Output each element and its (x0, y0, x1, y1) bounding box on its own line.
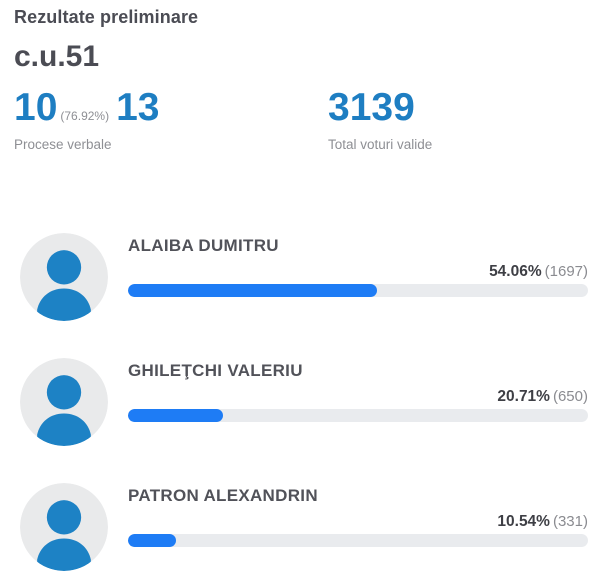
candidate-percent: 54.06% (489, 263, 542, 280)
result-bar-track (128, 409, 588, 422)
summary-stats: 10 (76.92%) 13 Procese verbale 3139 Tota… (0, 73, 600, 153)
person-placeholder-icon (20, 233, 108, 321)
candidate-result: 54.06% (1697) (128, 264, 588, 280)
protocols-processed-value: 10 (14, 86, 58, 129)
candidate-list: ALAIBA DUMITRU 54.06% (1697) GHILEŢCHI (0, 233, 600, 573)
header: Rezultate preliminare c.u.51 (0, 0, 600, 73)
candidate-percent: 10.54% (497, 513, 550, 530)
candidate-votes: (1697) (544, 263, 588, 280)
candidate-row: GHILEŢCHI VALERIU 20.71% (650) (0, 358, 600, 446)
person-placeholder-icon (20, 483, 108, 571)
protocols-numbers: 10 (76.92%) 13 (14, 88, 328, 128)
result-bar-fill (128, 534, 177, 547)
protocols-label: Procese verbale (14, 137, 112, 152)
candidate-name: GHILEŢCHI VALERIU (128, 361, 303, 380)
page-title: Rezultate preliminare (14, 7, 199, 27)
candidate-body: GHILEŢCHI VALERIU 20.71% (650) (128, 358, 588, 422)
result-bar-track (128, 284, 588, 297)
result-bar-fill (128, 284, 377, 297)
candidate-votes: (650) (552, 388, 588, 405)
candidate-body: PATRON ALEXANDRIN 10.54% (331) (128, 483, 588, 547)
protocols-percent-value: (76.92%) (60, 109, 110, 123)
candidate-result: 10.54% (331) (128, 514, 588, 530)
candidate-name: PATRON ALEXANDRIN (128, 486, 318, 505)
result-bar-fill (128, 409, 224, 422)
protocols-total-value: 13 (116, 86, 160, 129)
valid-votes-label: Total voturi valide (328, 137, 433, 152)
candidate-body: ALAIBA DUMITRU 54.06% (1697) (128, 233, 588, 297)
valid-votes-numbers: 3139 (328, 88, 586, 128)
candidate-percent: 20.71% (497, 388, 550, 405)
constituency-title: c.u.51 (14, 40, 100, 73)
person-placeholder-icon (20, 358, 108, 446)
stat-protocols: 10 (76.92%) 13 Procese verbale (14, 88, 328, 153)
candidate-row: ALAIBA DUMITRU 54.06% (1697) (0, 233, 600, 321)
valid-votes-value: 3139 (328, 86, 415, 129)
result-bar-track (128, 534, 588, 547)
stat-valid-votes: 3139 Total voturi valide (328, 88, 586, 153)
candidate-votes: (331) (552, 513, 588, 530)
candidate-row: PATRON ALEXANDRIN 10.54% (331) (0, 483, 600, 571)
candidate-result: 20.71% (650) (128, 389, 588, 405)
candidate-name: ALAIBA DUMITRU (128, 236, 279, 255)
